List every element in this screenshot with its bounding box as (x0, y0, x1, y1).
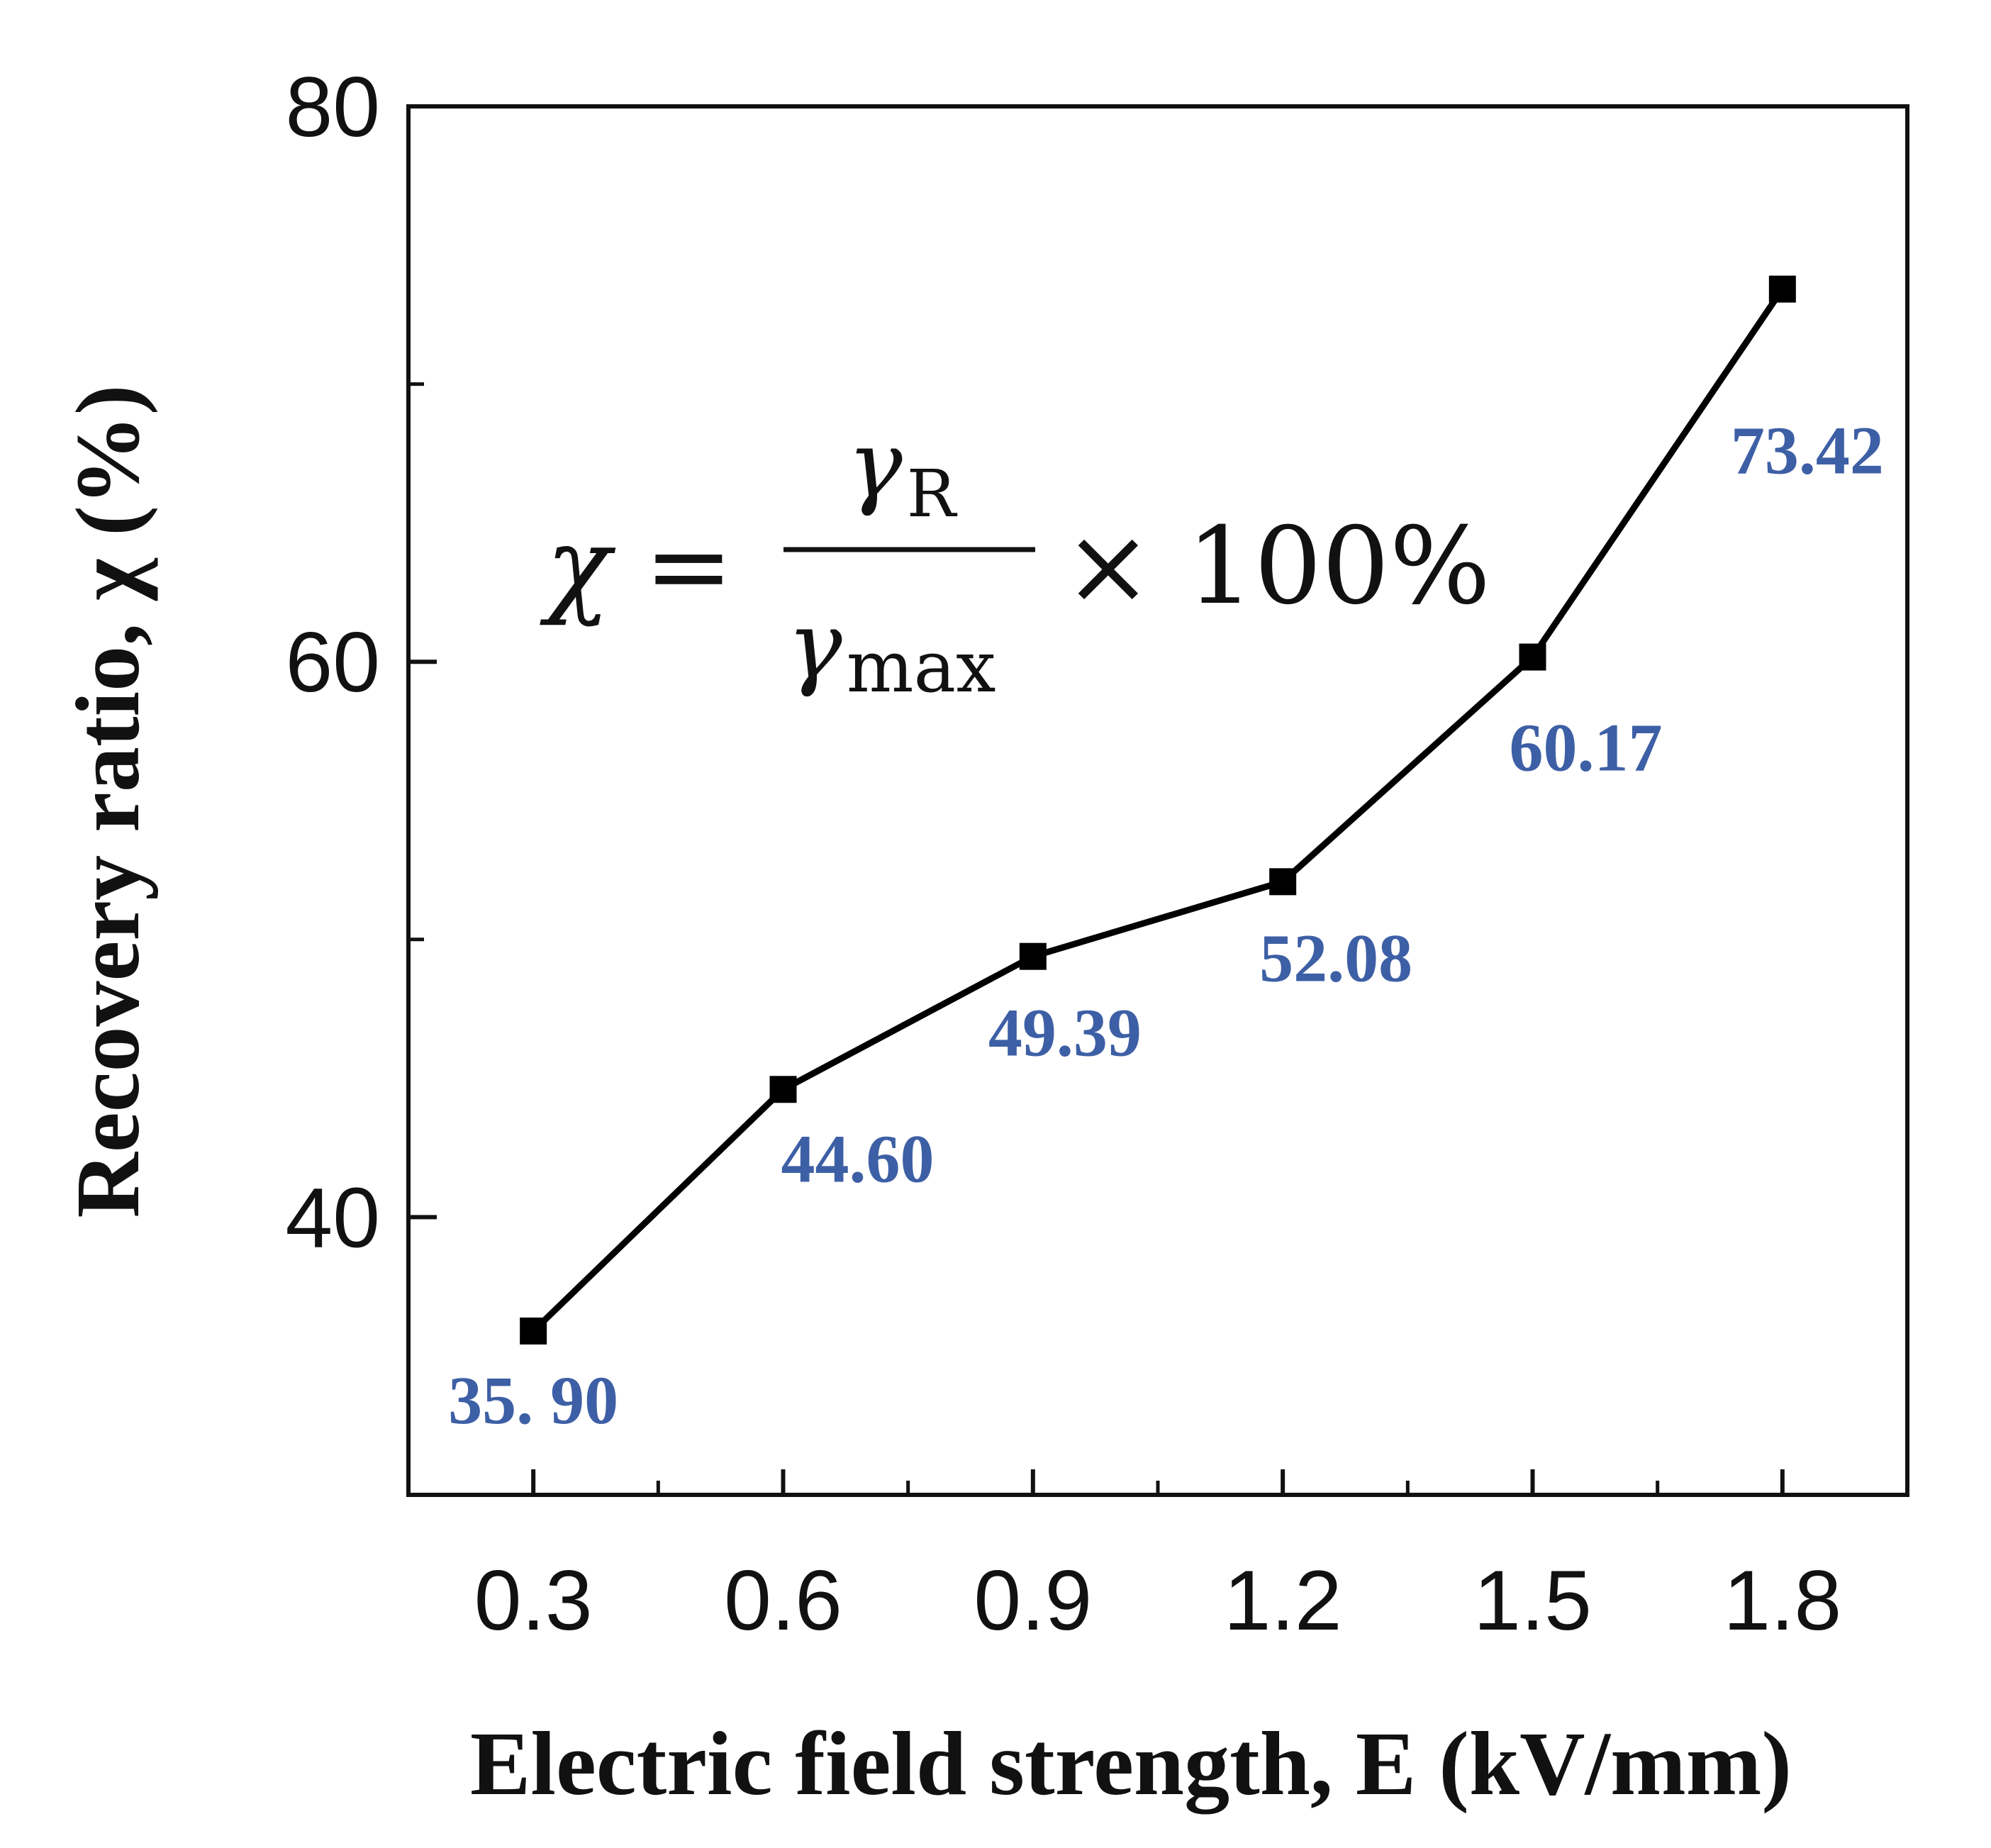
x-axis-title: Electric field strength, E (kV/mm) (470, 1713, 1792, 1814)
data-label: 52.08 (1259, 920, 1412, 996)
x-tick-label: 1.5 (1473, 1553, 1592, 1648)
y-tick-label: 40 (286, 1170, 380, 1265)
data-point (1768, 275, 1796, 303)
formula-denominator: γmax (787, 591, 996, 708)
x-tick-label: 1.2 (1224, 1553, 1342, 1648)
x-tick-label: 0.3 (474, 1553, 593, 1648)
data-point (1519, 643, 1546, 671)
x-tick-label: 0.9 (974, 1553, 1092, 1648)
data-label: 44.60 (781, 1120, 935, 1196)
y-tick-label: 60 (286, 615, 380, 710)
data-label: 35. 90 (448, 1362, 618, 1438)
series-group (520, 275, 1796, 1345)
formula-rhs: × 100% (1064, 505, 1490, 628)
data-label: 60.17 (1510, 710, 1663, 786)
data-label: 49.39 (988, 995, 1142, 1071)
formula-numerator: γR (847, 411, 958, 532)
data-point (1269, 868, 1297, 896)
data-point (769, 1076, 797, 1103)
y-ticks: 40 60 80 (286, 60, 437, 1265)
x-tick-label: 1.8 (1723, 1553, 1841, 1648)
data-point (1019, 942, 1047, 970)
x-tick-label: 0.6 (724, 1553, 842, 1648)
plot-frame (406, 104, 1909, 1497)
formula-annotation: χ = γR γmax × 100% (540, 411, 1490, 708)
data-labels: 35. 90 44.60 49.39 52.08 60.17 73.42 (448, 413, 1884, 1438)
y-tick-label: 80 (286, 60, 380, 155)
x-ticks: 0.3 0.6 0.9 1.2 1.5 1.8 (474, 1469, 1841, 1648)
formula-lhs: χ = (540, 505, 733, 628)
data-point (520, 1317, 547, 1345)
y-axis-title: Recovery ratio, χ (%) (57, 384, 158, 1218)
data-label: 73.42 (1731, 413, 1884, 489)
series-line (531, 287, 1785, 1334)
